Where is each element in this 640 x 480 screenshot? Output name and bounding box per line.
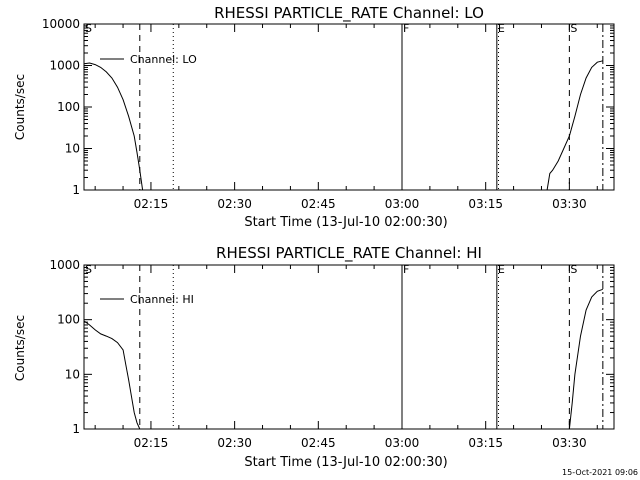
time-marker-label: E [498,22,505,35]
legend-lo: Channel: LO [100,53,197,66]
panel-lo: RHESSI PARTICLE_RATE Channel: LO 1101001… [13,4,615,230]
time-marker-label: S [85,263,92,276]
y-tick-label: 100 [57,100,80,114]
time-marker-label: S [85,22,92,35]
series-hi [83,288,603,430]
x-tick-label: 03:30 [552,197,587,211]
y-tick-label: 1000 [49,258,80,272]
time-marker-label: S [570,22,577,35]
legend-label-hi: Channel: HI [130,293,194,306]
legend-label-lo: Channel: LO [130,53,197,66]
chart-title-hi: RHESSI PARTICLE_RATE Channel: HI [216,244,482,263]
chart-title-lo: RHESSI PARTICLE_RATE Channel: LO [214,4,484,23]
x-tick-label: 03:00 [385,436,420,450]
x-tick-label: 02:45 [301,436,336,450]
panel-hi: RHESSI PARTICLE_RATE Channel: HI 1101001… [13,244,615,470]
y-ticks-lo: 1 10 100 1000 10000 [42,17,614,197]
y-tick-label: 100 [57,313,80,327]
x-axis-label-hi: Start Time (13-Jul-10 02:00:30) [244,455,447,470]
time-marker-label: F [403,22,409,35]
x-tick-label: 02:15 [134,197,169,211]
time-marker-label: F [403,263,409,276]
legend-hi: Channel: HI [100,293,194,306]
y-tick-label: 1000 [49,59,80,73]
y-tick-label: 1 [72,183,80,197]
x-tick-label: 02:30 [217,436,252,450]
y-axis-label-lo: Counts/sec [13,74,27,140]
plot-frame-lo [83,23,615,191]
time-marker-label: E [498,263,505,276]
series-lo [83,60,603,191]
x-tick-label: 02:45 [301,197,336,211]
y-tick-label: 10 [65,142,80,156]
series-line [546,60,603,191]
series-line [83,62,144,191]
x-ticks-hi: 02:15 02:30 02:45 03:00 03:15 03:30 [94,265,598,450]
x-tick-label: 02:30 [217,197,252,211]
series-line [568,288,603,430]
y-tick-label: 10 [65,367,80,381]
plot-frame-hi [83,264,615,430]
x-tick-label: 03:00 [385,197,420,211]
x-tick-label: 03:15 [468,436,503,450]
y-tick-label: 1 [72,422,80,436]
series-line [83,320,141,430]
y-tick-label: 10000 [42,17,80,31]
time-marker-label: S [570,263,577,276]
generation-timestamp: 15-Oct-2021 09:06 [562,468,638,477]
x-axis-label-lo: Start Time (13-Jul-10 02:00:30) [244,215,447,230]
y-axis-label-hi: Counts/sec [13,315,27,381]
x-tick-label: 03:30 [552,436,587,450]
x-tick-label: 03:15 [468,197,503,211]
y-ticks-hi: 1 10 100 1000 [49,258,614,436]
x-ticks-lo: 02:15 02:30 02:45 03:00 03:15 03:30 [94,24,598,211]
x-tick-label: 02:15 [134,436,169,450]
